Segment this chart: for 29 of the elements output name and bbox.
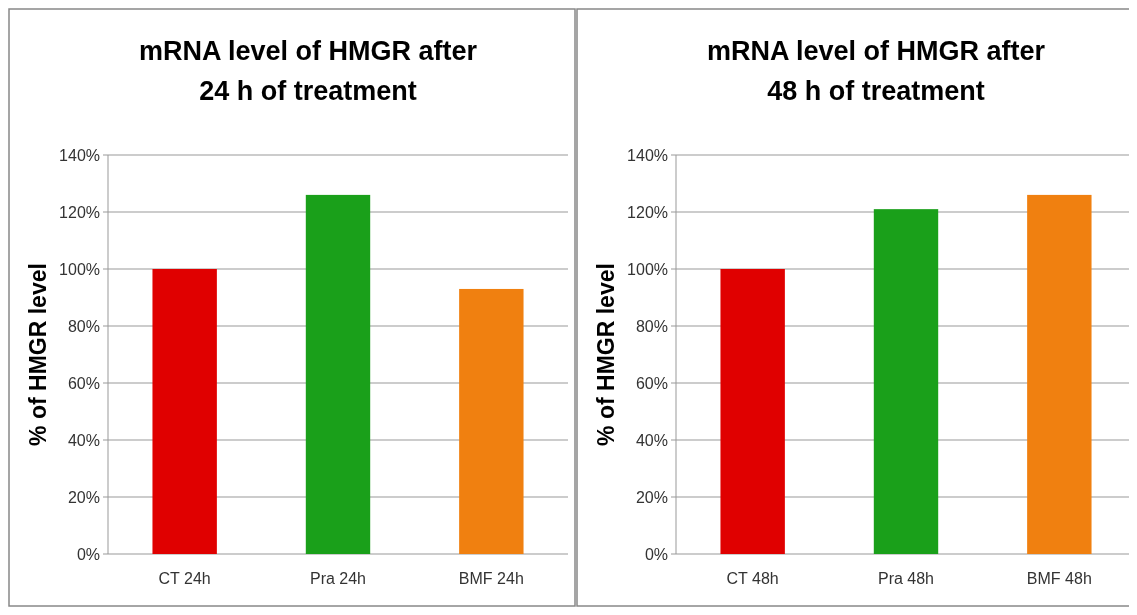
y-tick-label: 140% (59, 146, 100, 164)
y-tick-label: 60% (67, 374, 100, 392)
y-tick-label: 20% (67, 488, 100, 506)
y-tick-label: 100% (59, 260, 100, 278)
y-tick-label: 0% (76, 545, 100, 563)
y-tick-label: 20% (635, 488, 668, 506)
bar (459, 288, 524, 554)
chart-title: mRNA level of HMGR after 24 h of treatment (138, 36, 478, 106)
x-tick-label: Pra 48h (877, 570, 935, 587)
y-axis-title: % of HMGR level (593, 263, 619, 446)
y-tick-label: 80% (67, 317, 100, 335)
x-tick-label: BMF 48h (1026, 570, 1092, 587)
y-tick-label: 120% (627, 203, 668, 221)
x-tick-label: CT 48h (726, 570, 779, 587)
y-tick-label: 60% (635, 374, 668, 392)
y-tick-label: 140% (627, 146, 668, 164)
x-tick-label: CT 24h (158, 570, 211, 587)
bar (305, 194, 371, 554)
chart-title: mRNA level of HMGR after 48 h of treatment (706, 36, 1046, 106)
y-tick-label: 40% (67, 431, 100, 449)
y-tick-label: 120% (59, 203, 100, 221)
y-axis-title: % of HMGR level (25, 263, 51, 446)
y-tick-label: 100% (627, 260, 668, 278)
x-tick-label: Pra 24h (309, 570, 367, 587)
x-tick-label: BMF 24h (458, 570, 524, 587)
y-tick-label: 0% (644, 545, 668, 563)
y-tick-label: 40% (635, 431, 668, 449)
y-tick-label: 80% (635, 317, 668, 335)
bar (152, 269, 217, 554)
